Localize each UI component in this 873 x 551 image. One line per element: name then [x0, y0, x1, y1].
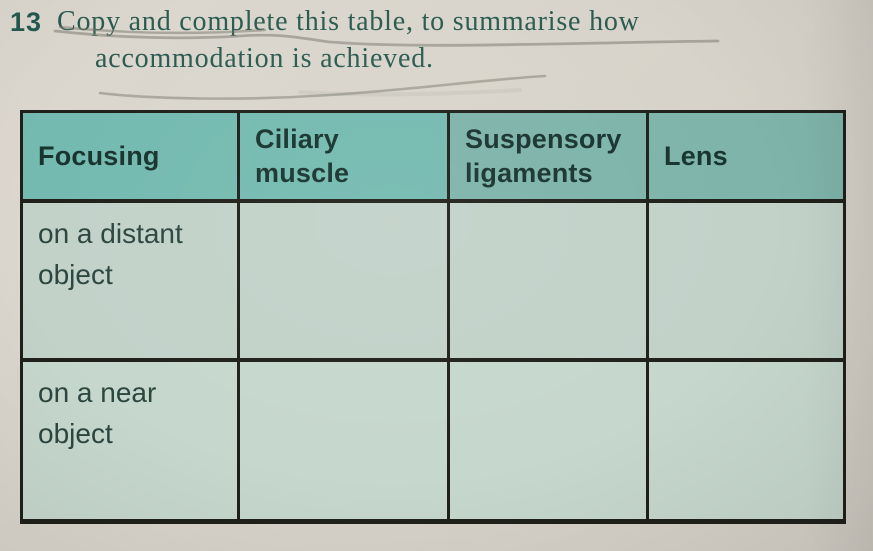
- column-header-lens: Lens: [646, 110, 846, 203]
- table-header-row: Focusing Ciliary muscle Suspensory ligam…: [20, 110, 846, 203]
- question-number: 13: [10, 7, 43, 37]
- table-row-distant-object: on a distant object: [20, 199, 846, 361]
- column-header-ciliary-muscle: Ciliary muscle: [237, 110, 450, 203]
- cell-near-ciliary-muscle: [237, 357, 450, 524]
- cell-near-lens: [646, 357, 846, 524]
- column-header-suspensory-ligaments: Suspensory ligaments: [447, 110, 649, 203]
- question-line-1: Copy and complete this table, to summari…: [57, 6, 640, 37]
- accommodation-table: Focusing Ciliary muscle Suspensory ligam…: [20, 110, 846, 524]
- cell-distant-ciliary-muscle: [237, 199, 450, 361]
- question-line-2: accommodation is achieved.: [95, 43, 434, 74]
- column-header-focusing: Focusing: [20, 110, 240, 203]
- cell-distant-suspensory-ligaments: [447, 199, 649, 361]
- row-label-distant-object: on a distant object: [20, 199, 240, 361]
- row-label-near-object: on a near object: [20, 357, 240, 524]
- cell-distant-lens: [646, 199, 846, 361]
- table-row-near-object: on a near object: [20, 357, 846, 524]
- question-text: Copy and complete this table, to summari…: [57, 3, 797, 77]
- cell-near-suspensory-ligaments: [447, 357, 649, 524]
